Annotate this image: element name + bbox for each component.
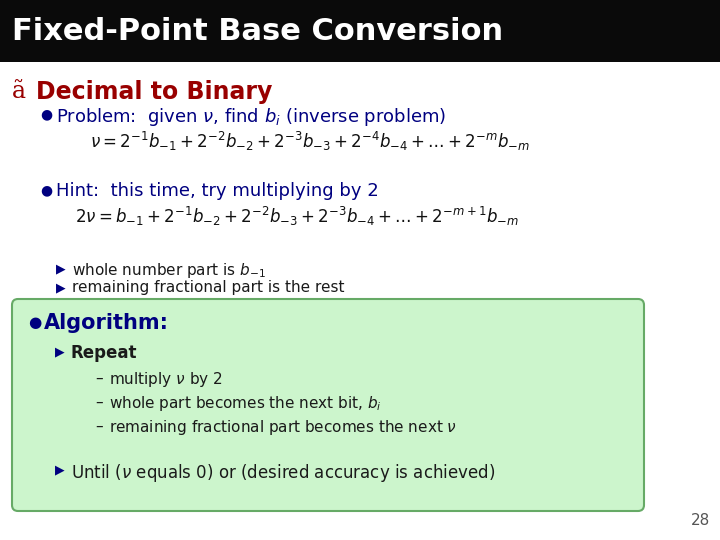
Text: Repeat: Repeat [71,344,138,362]
Bar [0,0,720,62]
Text: Decimal to Binary: Decimal to Binary [36,80,272,104]
Text: Hint:  this time, try multiplying by 2: Hint: this time, try multiplying by 2 [56,182,379,200]
Text: Fixed-Point Base Conversion: Fixed-Point Base Conversion [12,17,503,45]
FancyBboxPatch shape [12,299,644,511]
Text: $\nu = 2^{-1}b_{-1}+2^{-2}b_{-2}+2^{-3}b_{-3}+2^{-4}b_{-4}+\ldots+2^{-m}b_{-m}$: $\nu = 2^{-1}b_{-1}+2^{-2}b_{-2}+2^{-3}b… [90,130,530,153]
Text: Algorithm:: Algorithm: [44,313,169,333]
Text: whole number part is $\boldsymbol{b_{-1}}$: whole number part is $\boldsymbol{b_{-1}… [72,261,266,280]
Text: multiply $\nu$ by 2: multiply $\nu$ by 2 [109,370,222,389]
Text: $2\nu = b_{-1}+2^{-1}b_{-2}+2^{-2}b_{-3}+2^{-3}b_{-4}+\ldots+2^{-m+1}b_{-m}$: $2\nu = b_{-1}+2^{-1}b_{-2}+2^{-2}b_{-3}… [75,205,519,228]
Text: ●: ● [40,107,52,121]
Text: 28: 28 [690,513,710,528]
Text: –: – [95,371,103,386]
Text: ▶: ▶ [56,281,66,294]
Text: ●: ● [40,183,52,197]
Text: remaining fractional part is the rest: remaining fractional part is the rest [72,280,344,295]
Text: remaining fractional part becomes the next $\nu$: remaining fractional part becomes the ne… [109,418,457,437]
Text: Problem:  given $\nu$, find $\boldsymbol{b_i}$ (inverse problem): Problem: given $\nu$, find $\boldsymbol{… [56,106,446,128]
Text: Until ($\nu$ equals 0) or (desired accuracy is achieved): Until ($\nu$ equals 0) or (desired accur… [71,462,495,484]
Text: whole part becomes the next bit, $\boldsymbol{b_i}$: whole part becomes the next bit, $\bolds… [109,394,382,413]
Text: ▶: ▶ [55,463,65,476]
Text: ▶: ▶ [56,262,66,275]
Text: –: – [95,419,103,434]
Text: ●: ● [28,315,41,330]
Text: ▶: ▶ [55,345,65,358]
Text: –: – [95,395,103,410]
Text: ã: ã [12,80,26,103]
